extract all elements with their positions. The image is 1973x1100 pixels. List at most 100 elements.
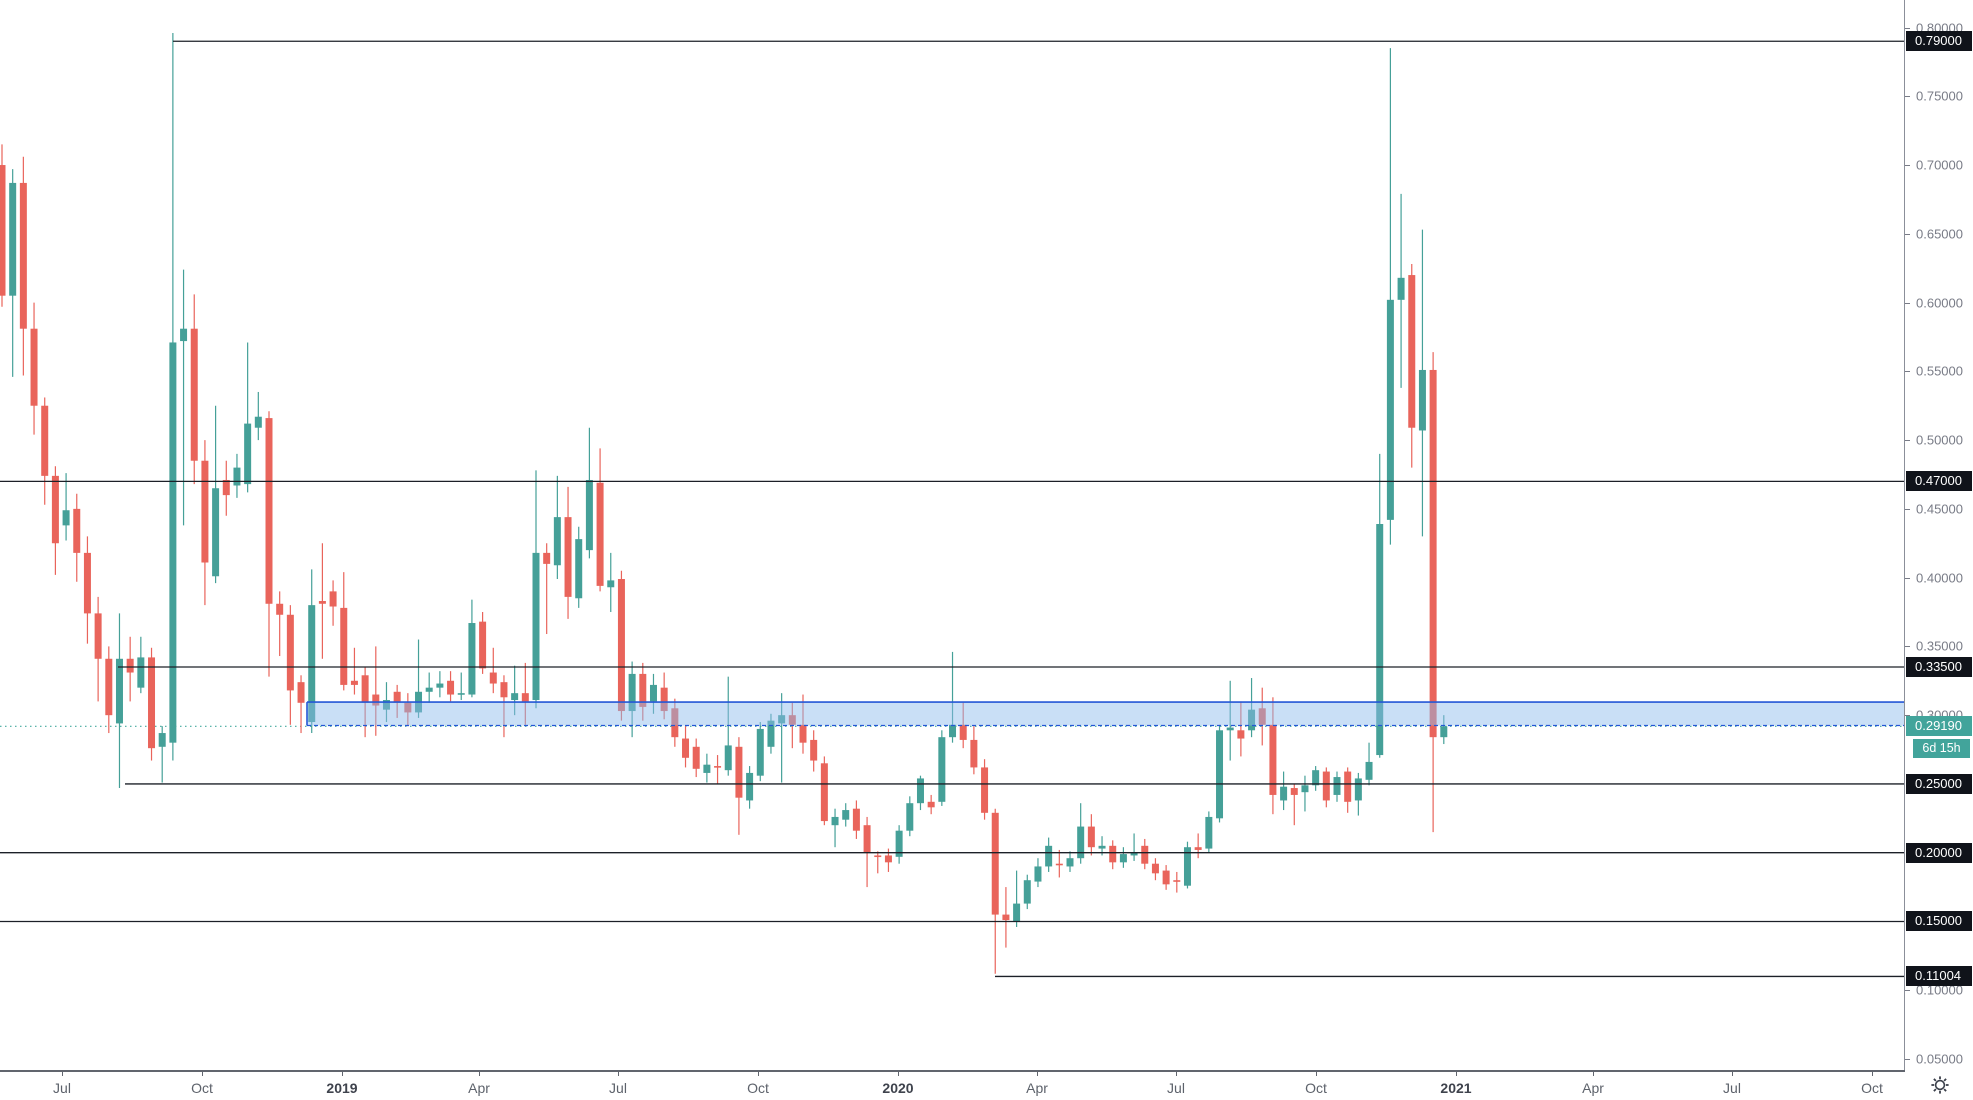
candle[interactable] [1386, 299, 1394, 520]
candle[interactable] [51, 475, 59, 544]
candle[interactable] [1216, 730, 1224, 819]
candle[interactable] [1151, 863, 1159, 874]
candle[interactable] [222, 479, 230, 496]
candle[interactable] [788, 715, 796, 725]
candle[interactable] [874, 855, 882, 858]
candle[interactable] [126, 658, 134, 673]
candle[interactable] [884, 855, 892, 863]
candle[interactable] [778, 715, 786, 724]
candle[interactable] [340, 607, 348, 685]
candle[interactable] [863, 825, 871, 853]
candle[interactable] [244, 423, 252, 485]
candle[interactable] [361, 675, 369, 703]
candle[interactable] [1109, 845, 1117, 863]
candle[interactable] [447, 680, 455, 695]
candle[interactable] [62, 510, 70, 526]
candle[interactable] [382, 700, 390, 710]
candle[interactable] [1226, 727, 1234, 731]
candle[interactable] [575, 539, 583, 599]
candle[interactable] [500, 682, 508, 698]
candle[interactable] [1045, 845, 1053, 867]
candle[interactable] [254, 416, 262, 428]
candle[interactable] [73, 508, 81, 553]
candle[interactable] [799, 724, 807, 743]
candle[interactable] [639, 673, 647, 707]
candle[interactable] [169, 342, 177, 743]
candle[interactable] [350, 680, 358, 685]
candle[interactable] [1087, 826, 1095, 848]
candle[interactable] [671, 708, 679, 738]
candle[interactable] [1322, 771, 1330, 801]
candle[interactable] [30, 328, 38, 406]
candle[interactable] [1258, 708, 1266, 725]
candle[interactable] [970, 739, 978, 768]
candle[interactable] [1205, 816, 1213, 849]
candle[interactable] [1376, 523, 1384, 756]
candle[interactable] [842, 810, 850, 820]
zone-rectangle[interactable] [307, 702, 1905, 726]
candle[interactable] [916, 778, 924, 804]
candle[interactable] [372, 694, 380, 706]
candle[interactable] [1354, 778, 1362, 801]
candle[interactable] [468, 623, 476, 695]
candle[interactable] [1173, 880, 1181, 882]
candle[interactable] [19, 182, 27, 329]
candle[interactable] [649, 684, 657, 702]
candle[interactable] [1429, 369, 1437, 738]
candle[interactable] [1280, 786, 1288, 801]
candle[interactable] [1333, 777, 1341, 795]
candle[interactable] [425, 687, 433, 692]
candle[interactable] [852, 808, 860, 831]
candle[interactable] [532, 552, 540, 701]
candle[interactable] [9, 182, 17, 296]
candle[interactable] [115, 658, 123, 724]
candle[interactable] [1130, 852, 1138, 856]
candle[interactable] [1194, 847, 1202, 850]
candle[interactable] [1312, 770, 1320, 786]
candle[interactable] [746, 772, 754, 801]
candle[interactable] [703, 764, 711, 773]
candle[interactable] [1397, 277, 1405, 300]
candle[interactable] [286, 614, 294, 691]
candle[interactable] [607, 580, 615, 588]
candle[interactable] [1440, 726, 1448, 738]
candle[interactable] [714, 766, 722, 768]
time-axis[interactable]: Jul Oct 2019 Apr Jul Oct 2020 Apr Jul Oct 2021 Apr J… [0, 1070, 1905, 1100]
candle[interactable] [831, 816, 839, 826]
candle[interactable] [233, 467, 241, 486]
candle[interactable] [735, 746, 743, 798]
candle[interactable] [479, 621, 487, 669]
candle[interactable] [265, 418, 273, 604]
candle[interactable] [1119, 854, 1127, 863]
candle[interactable] [959, 724, 967, 740]
candle[interactable] [682, 738, 690, 758]
candle[interactable] [981, 767, 989, 813]
candle[interactable] [767, 720, 775, 747]
candle[interactable] [148, 657, 156, 749]
candle[interactable] [329, 591, 337, 607]
candle[interactable] [190, 328, 198, 461]
candle[interactable] [511, 693, 519, 701]
candle[interactable] [938, 737, 946, 802]
sun-icon[interactable] [1930, 1075, 1950, 1095]
candle[interactable] [436, 683, 444, 688]
candle[interactable] [1162, 870, 1170, 885]
candle[interactable] [564, 517, 572, 597]
candle[interactable] [212, 488, 220, 577]
candle[interactable] [1237, 730, 1245, 739]
candle[interactable] [457, 693, 465, 695]
candle[interactable] [543, 552, 551, 564]
candle[interactable] [318, 601, 326, 604]
candle[interactable] [756, 728, 764, 776]
candle[interactable] [94, 613, 102, 659]
candle[interactable] [83, 552, 91, 614]
candle[interactable] [1418, 369, 1426, 431]
candle[interactable] [949, 724, 957, 738]
candle[interactable] [1183, 847, 1191, 886]
candle[interactable] [404, 702, 412, 713]
candle[interactable] [1034, 866, 1042, 882]
candle[interactable] [201, 460, 209, 563]
candle[interactable] [297, 682, 305, 703]
candle[interactable] [692, 746, 700, 769]
candle[interactable] [137, 657, 145, 688]
